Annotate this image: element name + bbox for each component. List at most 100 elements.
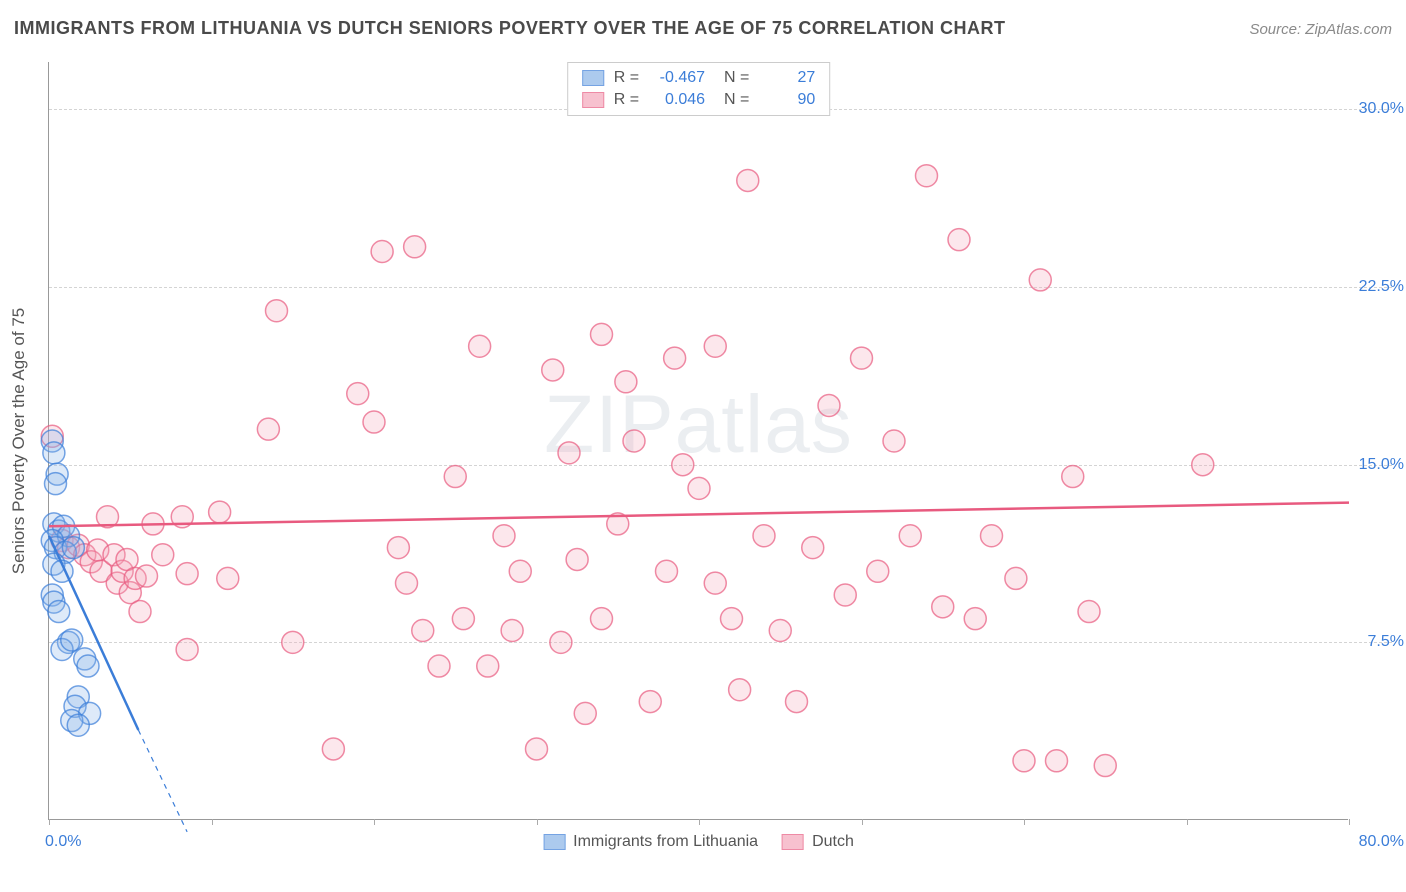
data-point — [477, 655, 499, 677]
data-point — [639, 691, 661, 713]
swatch-blue-icon — [543, 834, 565, 850]
legend-row-pink: R = 0.046 N = 90 — [582, 89, 816, 111]
data-point — [1046, 750, 1068, 772]
r-label: R = — [614, 91, 639, 109]
x-tick — [537, 819, 538, 825]
x-tick — [1187, 819, 1188, 825]
data-point — [729, 679, 751, 701]
data-point — [404, 236, 426, 258]
data-point — [67, 714, 89, 736]
x-tick — [1349, 819, 1350, 825]
data-point — [1078, 601, 1100, 623]
data-point — [753, 525, 775, 547]
data-point — [217, 567, 239, 589]
data-point — [721, 608, 743, 630]
data-point — [48, 601, 70, 623]
trend-line — [138, 730, 187, 832]
data-point — [688, 477, 710, 499]
swatch-blue-icon — [582, 70, 604, 86]
chart-plot-area: Seniors Poverty Over the Age of 75 ZIPat… — [48, 62, 1348, 820]
data-point — [615, 371, 637, 393]
y-tick-label: 15.0% — [1344, 456, 1404, 474]
data-point — [1192, 454, 1214, 476]
r-label: R = — [614, 69, 639, 87]
x-tick — [699, 819, 700, 825]
data-point — [444, 466, 466, 488]
data-point — [363, 411, 385, 433]
data-point — [387, 537, 409, 559]
data-point — [77, 655, 99, 677]
data-point — [591, 323, 613, 345]
data-point — [672, 454, 694, 476]
data-point — [45, 473, 67, 495]
data-point — [282, 631, 304, 653]
data-point — [883, 430, 905, 452]
y-tick-label: 22.5% — [1344, 278, 1404, 296]
x-tick — [862, 819, 863, 825]
data-point — [566, 548, 588, 570]
legend-row-blue: R = -0.467 N = 27 — [582, 67, 816, 89]
data-point — [501, 620, 523, 642]
data-point — [322, 738, 344, 760]
data-point — [176, 638, 198, 660]
data-point — [737, 169, 759, 191]
data-point — [834, 584, 856, 606]
data-point — [851, 347, 873, 369]
data-point — [62, 537, 84, 559]
legend-item-pink: Dutch — [782, 833, 854, 851]
data-point — [964, 608, 986, 630]
data-point — [61, 629, 83, 651]
data-point — [786, 691, 808, 713]
legend-label-blue: Immigrants from Lithuania — [573, 833, 758, 851]
y-tick-label: 30.0% — [1344, 100, 1404, 118]
correlation-legend: R = -0.467 N = 27 R = 0.046 N = 90 — [567, 62, 831, 116]
data-point — [469, 335, 491, 357]
data-point — [1094, 755, 1116, 777]
data-point — [371, 241, 393, 263]
data-point — [574, 702, 596, 724]
r-value-pink: 0.046 — [649, 91, 705, 109]
n-label: N = — [715, 91, 749, 109]
data-point — [664, 347, 686, 369]
data-point — [899, 525, 921, 547]
data-point — [704, 335, 726, 357]
x-tick — [49, 819, 50, 825]
data-point — [1005, 567, 1027, 589]
data-point — [1062, 466, 1084, 488]
x-tick — [212, 819, 213, 825]
swatch-pink-icon — [782, 834, 804, 850]
data-point — [266, 300, 288, 322]
n-value-blue: 27 — [759, 69, 815, 87]
data-point — [558, 442, 580, 464]
data-point — [257, 418, 279, 440]
data-point — [526, 738, 548, 760]
r-value-blue: -0.467 — [649, 69, 705, 87]
data-point — [948, 229, 970, 251]
scatter-plot-svg — [49, 62, 1348, 819]
data-point — [704, 572, 726, 594]
data-point — [591, 608, 613, 630]
data-point — [493, 525, 515, 547]
legend-item-blue: Immigrants from Lithuania — [543, 833, 758, 851]
data-point — [867, 560, 889, 582]
x-axis-max-label: 80.0% — [1359, 833, 1404, 851]
data-point — [542, 359, 564, 381]
data-point — [509, 560, 531, 582]
data-point — [623, 430, 645, 452]
data-point — [412, 620, 434, 642]
y-axis-title: Seniors Poverty Over the Age of 75 — [9, 307, 29, 573]
n-value-pink: 90 — [759, 91, 815, 109]
data-point — [452, 608, 474, 630]
data-point — [176, 563, 198, 585]
data-point — [932, 596, 954, 618]
data-point — [769, 620, 791, 642]
x-axis-min-label: 0.0% — [45, 833, 81, 851]
data-point — [347, 383, 369, 405]
data-point — [981, 525, 1003, 547]
data-point — [209, 501, 231, 523]
data-point — [136, 565, 158, 587]
data-point — [550, 631, 572, 653]
data-point — [818, 394, 840, 416]
data-point — [43, 442, 65, 464]
data-point — [129, 601, 151, 623]
